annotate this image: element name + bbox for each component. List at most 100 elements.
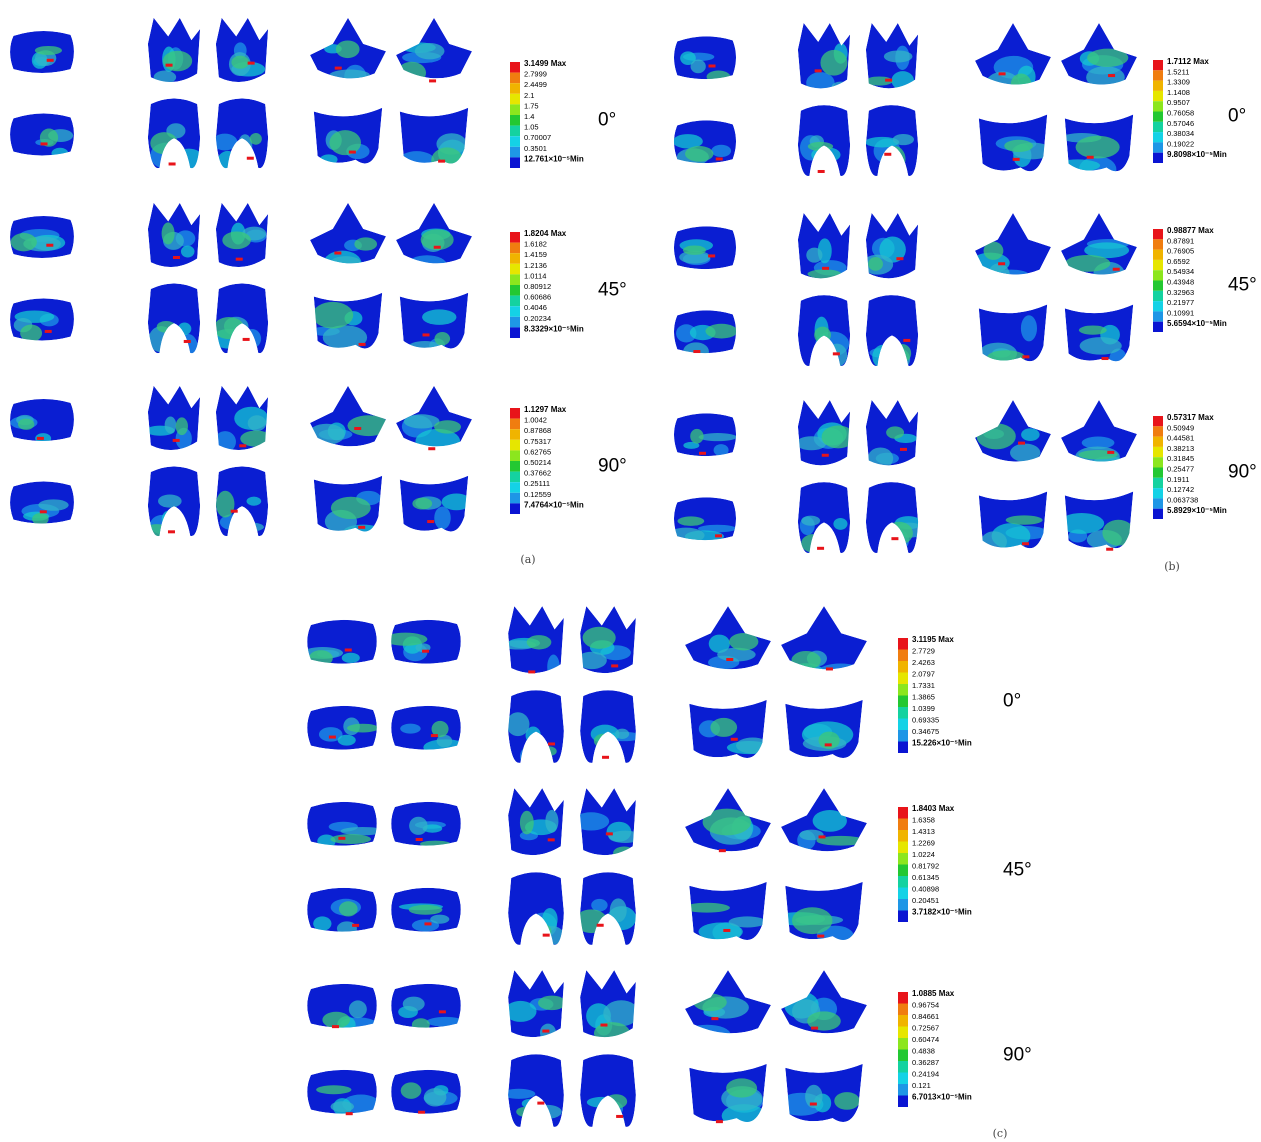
legend-label: 1.6358 bbox=[912, 815, 935, 824]
legend-label: 0.36287 bbox=[912, 1058, 939, 1067]
max-marker bbox=[47, 59, 54, 62]
stress-region bbox=[542, 746, 557, 756]
stress-region bbox=[412, 1018, 430, 1031]
legend-label: 0.84661 bbox=[912, 1012, 939, 1021]
stress-region bbox=[690, 429, 703, 444]
stress-region bbox=[1086, 66, 1125, 88]
legend-swatch bbox=[1153, 291, 1163, 301]
tooth-model bbox=[307, 1070, 379, 1116]
legend-swatch bbox=[1153, 488, 1163, 498]
stress-region bbox=[707, 70, 731, 83]
tooth-model bbox=[508, 872, 564, 945]
stress-region bbox=[791, 651, 820, 670]
max-marker bbox=[723, 929, 730, 932]
legend-label: 1.8403 Max bbox=[912, 804, 955, 813]
max-marker bbox=[41, 142, 48, 145]
stress-region bbox=[573, 812, 609, 830]
stress-region bbox=[691, 59, 706, 73]
max-marker bbox=[46, 244, 53, 247]
max-marker bbox=[37, 437, 44, 440]
tooth-model bbox=[307, 802, 384, 848]
stress-region bbox=[893, 134, 914, 145]
stress-region bbox=[884, 50, 913, 62]
max-marker bbox=[716, 157, 723, 160]
stress-region bbox=[347, 415, 389, 436]
stress-region bbox=[1021, 428, 1040, 441]
legend-swatch bbox=[510, 83, 520, 94]
max-marker bbox=[811, 1027, 818, 1030]
stress-region bbox=[891, 71, 914, 90]
legend-label: 0.60474 bbox=[912, 1035, 939, 1044]
panel-label: (b) bbox=[1164, 560, 1180, 573]
legend-swatch bbox=[510, 232, 520, 243]
legend-label: 2.4499 bbox=[524, 80, 547, 89]
legend-swatch bbox=[1153, 322, 1163, 332]
max-marker bbox=[537, 1102, 544, 1105]
tooth-model bbox=[781, 606, 867, 680]
stress-region bbox=[533, 1105, 562, 1119]
stress-region bbox=[808, 142, 833, 151]
legend-swatch bbox=[898, 696, 908, 708]
stress-region bbox=[1010, 444, 1040, 462]
tooth-model bbox=[10, 114, 74, 160]
legend-swatch bbox=[898, 1004, 908, 1016]
legend-label: 0.20451 bbox=[912, 896, 939, 905]
stress-region bbox=[409, 817, 427, 835]
tooth-model bbox=[399, 108, 468, 174]
stress-region bbox=[833, 518, 847, 530]
legend-label: 0.4838 bbox=[912, 1046, 935, 1055]
legend-swatch bbox=[898, 819, 908, 831]
max-marker bbox=[528, 670, 535, 673]
max-marker bbox=[998, 262, 1005, 265]
max-marker bbox=[423, 333, 430, 336]
stress-region bbox=[977, 423, 1016, 449]
tooth-model bbox=[798, 295, 850, 367]
stress-region bbox=[678, 516, 705, 526]
legend-swatch bbox=[1153, 301, 1163, 311]
legend-label: 0.38034 bbox=[1167, 129, 1194, 138]
max-marker bbox=[236, 258, 243, 261]
tooth-model bbox=[575, 872, 636, 945]
legend-swatch bbox=[898, 661, 908, 673]
tooth-model bbox=[216, 203, 268, 267]
legend-swatch bbox=[1153, 101, 1163, 111]
max-marker bbox=[542, 1030, 549, 1033]
legend-label: 0.063738 bbox=[1167, 495, 1198, 504]
legend-swatch bbox=[1153, 112, 1163, 122]
stress-region bbox=[401, 1082, 422, 1098]
tooth-model bbox=[1059, 492, 1134, 550]
stress-region bbox=[339, 901, 358, 916]
legend-label: 0.31845 bbox=[1167, 454, 1194, 463]
stress-region bbox=[610, 898, 627, 922]
legend-label: 0.54934 bbox=[1167, 267, 1194, 276]
legend-swatch bbox=[510, 317, 520, 328]
stress-region bbox=[1079, 325, 1107, 334]
tooth-model bbox=[781, 970, 867, 1033]
legend-swatch bbox=[1153, 239, 1163, 249]
legend-swatch bbox=[1153, 281, 1163, 291]
legend-swatch bbox=[898, 730, 908, 742]
tooth-model bbox=[391, 802, 461, 847]
legend-label: 0.62765 bbox=[524, 447, 551, 456]
legend-label: 0.4046 bbox=[524, 303, 547, 312]
legend-label: 0.50214 bbox=[524, 458, 551, 467]
max-marker bbox=[166, 64, 173, 67]
legend-swatch bbox=[510, 408, 520, 419]
max-marker bbox=[428, 447, 435, 450]
stress-region bbox=[1059, 513, 1104, 534]
stress-region bbox=[984, 242, 1004, 260]
stress-region bbox=[736, 737, 769, 753]
legend-swatch bbox=[510, 440, 520, 451]
legend-label: 1.2136 bbox=[524, 261, 547, 270]
max-marker bbox=[169, 162, 176, 165]
stress-region bbox=[1080, 337, 1122, 355]
tooth-model bbox=[674, 413, 737, 456]
max-marker bbox=[40, 510, 47, 513]
stress-region bbox=[522, 1099, 538, 1108]
legend-label: 12.761×10⁻⁵Min bbox=[524, 155, 584, 164]
stress-region bbox=[331, 1101, 354, 1112]
legend-label: 0.3501 bbox=[524, 144, 547, 153]
max-marker bbox=[418, 1111, 425, 1114]
tooth-model bbox=[10, 482, 74, 526]
legend-swatch bbox=[898, 638, 908, 650]
